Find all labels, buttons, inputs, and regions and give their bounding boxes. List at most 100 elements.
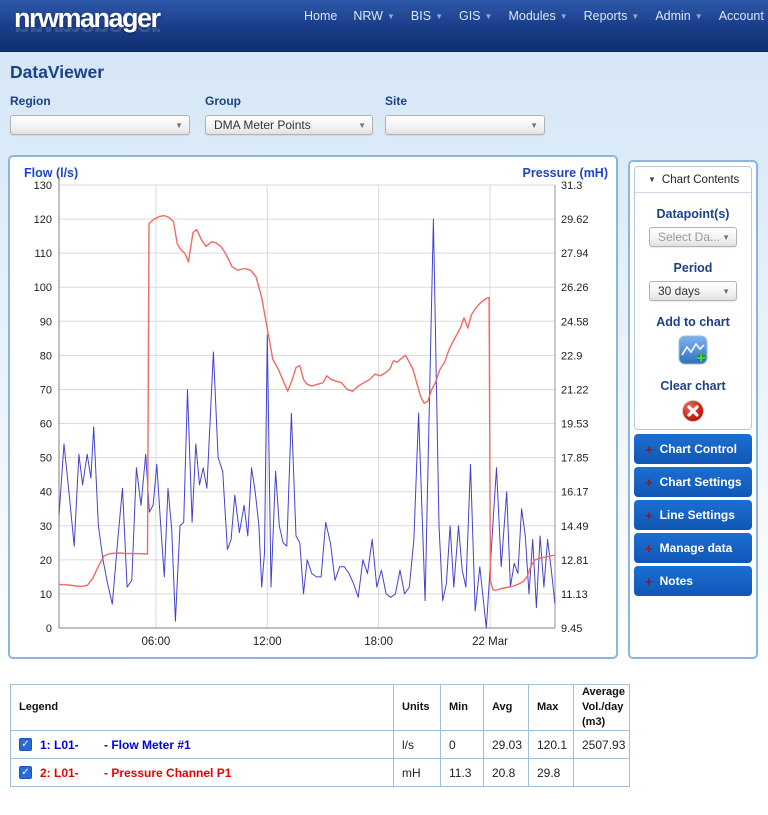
svg-text:10: 10 <box>40 589 52 601</box>
svg-text:22.9: 22.9 <box>561 350 582 362</box>
clear-chart-label: Clear chart <box>660 379 726 393</box>
nav-item-account[interactable]: Account▼ <box>711 0 768 33</box>
svg-text:120: 120 <box>34 214 52 226</box>
sidebar-button-label: Notes <box>659 574 693 588</box>
period-select-value: 30 days <box>658 284 701 298</box>
nav-item-nrw[interactable]: NRW ▼ <box>353 9 395 23</box>
group-select[interactable]: DMA Meter Points ▼ <box>205 115 373 135</box>
nav-item-home[interactable]: Home <box>304 9 338 23</box>
chevron-down-icon: ▼ <box>694 12 703 21</box>
svg-text:110: 110 <box>34 248 52 260</box>
chart-panel: Flow (l/s) Pressure (mH) 06:00 12:00 18:00… <box>8 155 618 659</box>
period-label: Period <box>673 261 713 275</box>
series-id-label: 2: L01- <box>40 765 79 780</box>
sidebar-button-chart-settings[interactable]: + Chart Settings <box>634 467 752 497</box>
chevron-down-icon: ▼ <box>358 121 366 130</box>
datapoints-label: Datapoint(s) <box>656 207 730 221</box>
svg-text:27.94: 27.94 <box>561 248 589 260</box>
table-row: ✓ 2: L01- - Pressure Channel P1 mH 11.3 20.8 2… <box>10 758 631 787</box>
svg-text:19.53: 19.53 <box>561 419 589 431</box>
avg-vol-cell: 2507.93 <box>572 730 631 759</box>
nav-item-admin[interactable]: Admin ▼ <box>655 9 703 23</box>
nav-item-bis[interactable]: BIS ▼ <box>410 9 443 23</box>
nav-item-modules[interactable]: Modules ▼ <box>508 9 568 23</box>
svg-text:50: 50 <box>40 453 52 465</box>
chevron-down-icon: ▼ <box>175 121 183 130</box>
series-line-left <box>58 218 556 629</box>
plus-icon: + <box>645 474 653 490</box>
svg-text:12:00: 12:00 <box>253 636 282 648</box>
svg-text:12.81: 12.81 <box>561 555 589 567</box>
svg-text:130: 130 <box>34 180 52 192</box>
min-cell: 0 <box>440 730 484 759</box>
svg-text:90: 90 <box>40 316 52 328</box>
plus-icon: + <box>645 441 653 457</box>
sidebar-button-label: Chart Control <box>659 442 737 456</box>
avg-cell: 29.03 <box>483 730 529 759</box>
site-label: Site <box>385 94 408 108</box>
sidebar-button-line-settings[interactable]: + Line Settings <box>634 500 752 530</box>
svg-text:29.62: 29.62 <box>561 214 589 226</box>
svg-text:06:00: 06:00 <box>142 636 171 648</box>
site-filter: Site ▼ <box>385 94 545 135</box>
series-id-label: 1: L01- <box>40 737 79 752</box>
sidebar-button-chart-control[interactable]: + Chart Control <box>634 434 752 464</box>
svg-text:24.58: 24.58 <box>561 316 589 328</box>
top-nav: nrwmanager nrwmanager Home NRW ▼ BIS ▼ GIS ▼ Mo… <box>0 0 768 52</box>
avg-cell: 20.8 <box>483 758 529 787</box>
series-name-label: - Flow Meter #1 <box>104 737 191 752</box>
add-to-chart-label: Add to chart <box>656 315 730 329</box>
page-title: DataViewer <box>10 62 105 82</box>
collapse-triangle-icon: ▼ <box>648 175 656 184</box>
chart-contents-header[interactable]: ▼ Chart Contents <box>635 167 751 193</box>
svg-text:100: 100 <box>34 282 52 294</box>
chevron-down-icon: ▼ <box>722 287 730 296</box>
sidebar-button-label: Line Settings <box>659 508 735 522</box>
site-select[interactable]: ▼ <box>385 115 545 135</box>
svg-text:18:00: 18:00 <box>364 636 393 648</box>
chevron-down-icon: ▼ <box>530 121 538 130</box>
chevron-down-icon: ▼ <box>435 12 443 21</box>
nav-item-gis[interactable]: GIS ▼ <box>458 9 493 23</box>
nav-menu: Home NRW ▼ BIS ▼ GIS ▼ Modules ▼ Reports ▼ Admin ▼ Ac… <box>296 0 768 33</box>
svg-text:31.3: 31.3 <box>561 180 582 192</box>
plus-icon: + <box>645 540 653 556</box>
svg-text:80: 80 <box>40 350 52 362</box>
svg-text:0: 0 <box>46 623 52 635</box>
period-select[interactable]: 30 days ▼ <box>649 281 737 301</box>
legend-header-5: Average Vol./day (m3) <box>572 684 631 731</box>
region-select[interactable]: ▼ <box>10 115 190 135</box>
datapoints-select-value: Select Da... <box>658 230 721 244</box>
clear-chart-icon[interactable] <box>681 399 705 423</box>
nav-item-reports[interactable]: Reports ▼ <box>583 9 640 23</box>
svg-text:30: 30 <box>40 521 52 533</box>
datapoints-select[interactable]: Select Da... ▼ <box>649 227 737 247</box>
chart-contents-title: Chart Contents <box>661 174 740 186</box>
series-visibility-checkbox[interactable]: ✓ <box>19 738 32 751</box>
app-logo[interactable]: nrwmanager nrwmanager <box>14 3 161 51</box>
units-cell: l/s <box>393 730 441 759</box>
sidebar-button-label: Chart Settings <box>659 475 742 489</box>
chart-sidebar: ▼ Chart Contents Datapoint(s) Select Da..… <box>628 160 758 659</box>
sidebar-button-notes[interactable]: + Notes <box>634 566 752 596</box>
flow-axis-title: Flow (l/s) <box>24 166 79 180</box>
svg-text:17.85: 17.85 <box>561 453 589 465</box>
sidebar-button-manage-data[interactable]: + Manage data <box>634 533 752 563</box>
sidebar-button-label: Manage data <box>659 541 733 555</box>
series-line-right <box>58 214 556 592</box>
add-to-chart-icon[interactable] <box>678 335 708 365</box>
group-filter: Group DMA Meter Points ▼ <box>205 94 373 135</box>
chart-contents-box: ▼ Chart Contents Datapoint(s) Select Da..… <box>634 166 752 430</box>
legend-header-1: Units <box>393 684 441 731</box>
legend-header-0: Legend <box>10 684 394 731</box>
chevron-down-icon: ▼ <box>386 12 395 21</box>
max-cell: 29.8 <box>528 758 574 787</box>
legend-header-3: Avg <box>483 684 529 731</box>
max-cell: 120.1 <box>528 730 574 759</box>
svg-text:14.49: 14.49 <box>561 521 589 533</box>
svg-text:20: 20 <box>40 555 52 567</box>
series-visibility-checkbox[interactable]: ✓ <box>19 766 32 779</box>
region-label: Region <box>10 94 51 108</box>
svg-text:16.17: 16.17 <box>561 487 589 499</box>
svg-text:70: 70 <box>40 384 52 396</box>
